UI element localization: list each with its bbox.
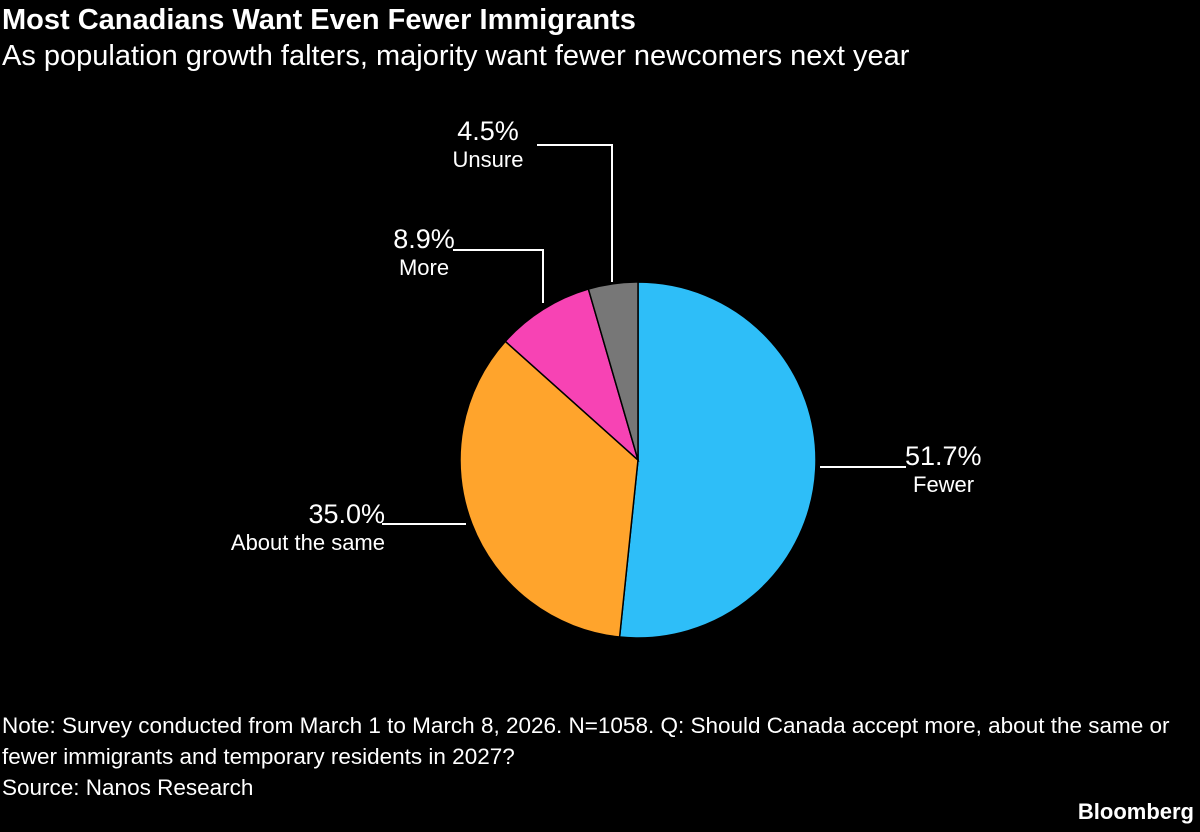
leader-line-more — [453, 249, 544, 303]
footnote: Note: Survey conducted from March 1 to M… — [2, 710, 1197, 803]
data-label-more-value: 8.9% — [393, 224, 455, 254]
data-label-fewer-name: Fewer — [913, 472, 975, 498]
data-label-same-value: 35.0% — [308, 499, 385, 529]
bloomberg-logo: Bloomberg — [1077, 799, 1194, 824]
pie-slice-more — [504, 288, 640, 463]
data-label-same-name: About the same — [230, 530, 385, 556]
label-fewer: 51.7% Fewer — [905, 441, 982, 497]
label-more: 8.9% More — [380, 224, 468, 280]
pie-slice-fewer — [618, 281, 817, 639]
source-text: Source: Nanos Research — [2, 775, 254, 800]
chart-title: Most Canadians Want Even Fewer Immigrant… — [2, 4, 636, 36]
chart-subtitle: As population growth falters, majority w… — [2, 40, 910, 72]
label-same: 35.0% About the same — [190, 499, 385, 555]
label-unsure: 4.5% Unsure — [440, 116, 536, 172]
pie-slice-unsure — [587, 281, 639, 461]
pie-slice-about-the-same — [459, 340, 639, 638]
leader-line-unsure — [537, 144, 613, 282]
data-label-unsure-value: 4.5% — [457, 116, 519, 146]
data-label-fewer-value: 51.7% — [905, 441, 982, 471]
data-label-unsure-name: Unsure — [452, 147, 524, 173]
data-label-more-name: More — [398, 255, 450, 281]
note-text: Note: Survey conducted from March 1 to M… — [2, 713, 1170, 769]
